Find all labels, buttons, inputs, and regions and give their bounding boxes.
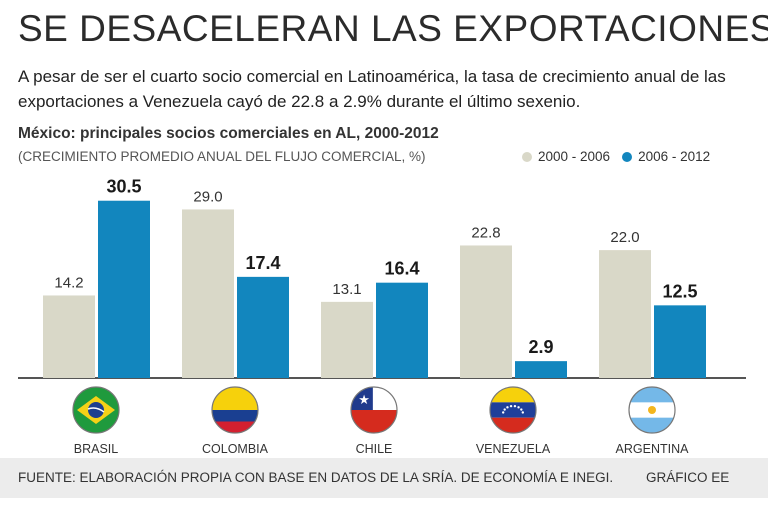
bar-venezuela-series-2 xyxy=(515,361,567,378)
bar-argentina-series-1 xyxy=(599,250,651,378)
data-label-colombia-series-2: 17.4 xyxy=(245,253,280,273)
bar-chile-series-2 xyxy=(376,282,428,378)
bar-chile-series-1 xyxy=(321,301,373,378)
data-label-colombia-series-1: 29.0 xyxy=(193,188,222,205)
category-label-chile: CHILE xyxy=(356,442,393,456)
argentina-flag-icon xyxy=(628,386,676,434)
data-label-chile-series-1: 13.1 xyxy=(332,281,361,298)
data-label-chile-series-2: 16.4 xyxy=(384,259,419,279)
category-label-venezuela: VENEZUELA xyxy=(476,442,551,456)
footer-band xyxy=(0,458,768,498)
data-label-venezuela-series-1: 22.8 xyxy=(471,224,500,241)
source-note: FUENTE: ELABORACIÓN PROPIA CON BASE EN D… xyxy=(18,470,614,485)
bar-brasil-series-2 xyxy=(98,200,150,378)
legend-swatch-2006-2012 xyxy=(622,151,633,162)
data-label-venezuela-series-2: 2.9 xyxy=(528,337,553,357)
legend: 2000 - 2006 2006 - 2012 xyxy=(522,149,722,164)
headline: SE DESACELERAN LAS EXPORTACIONES xyxy=(18,8,768,49)
legend-swatch-2000-2006 xyxy=(522,151,532,162)
legend-item-2006-2012: 2006 - 2012 xyxy=(622,149,710,164)
bar-venezuela-series-1 xyxy=(460,245,512,378)
bar-brasil-series-1 xyxy=(43,295,95,378)
chart-title: México: principales socios comerciales e… xyxy=(18,125,439,142)
chile-flag-icon: ★ xyxy=(350,386,398,434)
chart-subtitle: (CRECIMIENTO PROMEDIO ANUAL DEL FLUJO CO… xyxy=(18,149,426,164)
legend-label-2006-2012: 2006 - 2012 xyxy=(638,149,711,164)
legend-item-2000-2006: 2000 - 2006 xyxy=(522,149,610,164)
data-label-argentina-series-2: 12.5 xyxy=(662,281,697,301)
svg-text:★: ★ xyxy=(358,393,370,408)
legend-label-2000-2006: 2000 - 2006 xyxy=(538,149,611,164)
bar-argentina-series-2 xyxy=(654,305,706,378)
bar-colombia-series-1 xyxy=(182,209,234,378)
category-label-brasil: BRASIL xyxy=(74,442,119,456)
data-label-argentina-series-1: 22.0 xyxy=(610,229,639,246)
venezuela-flag-icon xyxy=(489,386,537,434)
graphic-credit: GRÁFICO EE xyxy=(646,470,730,485)
brazil-flag-icon xyxy=(72,386,120,434)
category-label-argentina: ARGENTINA xyxy=(616,442,690,456)
data-label-brasil-series-2: 30.5 xyxy=(106,177,141,197)
bar-colombia-series-2 xyxy=(237,276,289,378)
colombia-flag-icon xyxy=(211,386,259,434)
lead-paragraph: A pesar de ser el cuarto socio comercial… xyxy=(18,67,726,111)
category-label-colombia: COLOMBIA xyxy=(202,442,269,456)
data-label-brasil-series-1: 14.2 xyxy=(54,274,83,291)
